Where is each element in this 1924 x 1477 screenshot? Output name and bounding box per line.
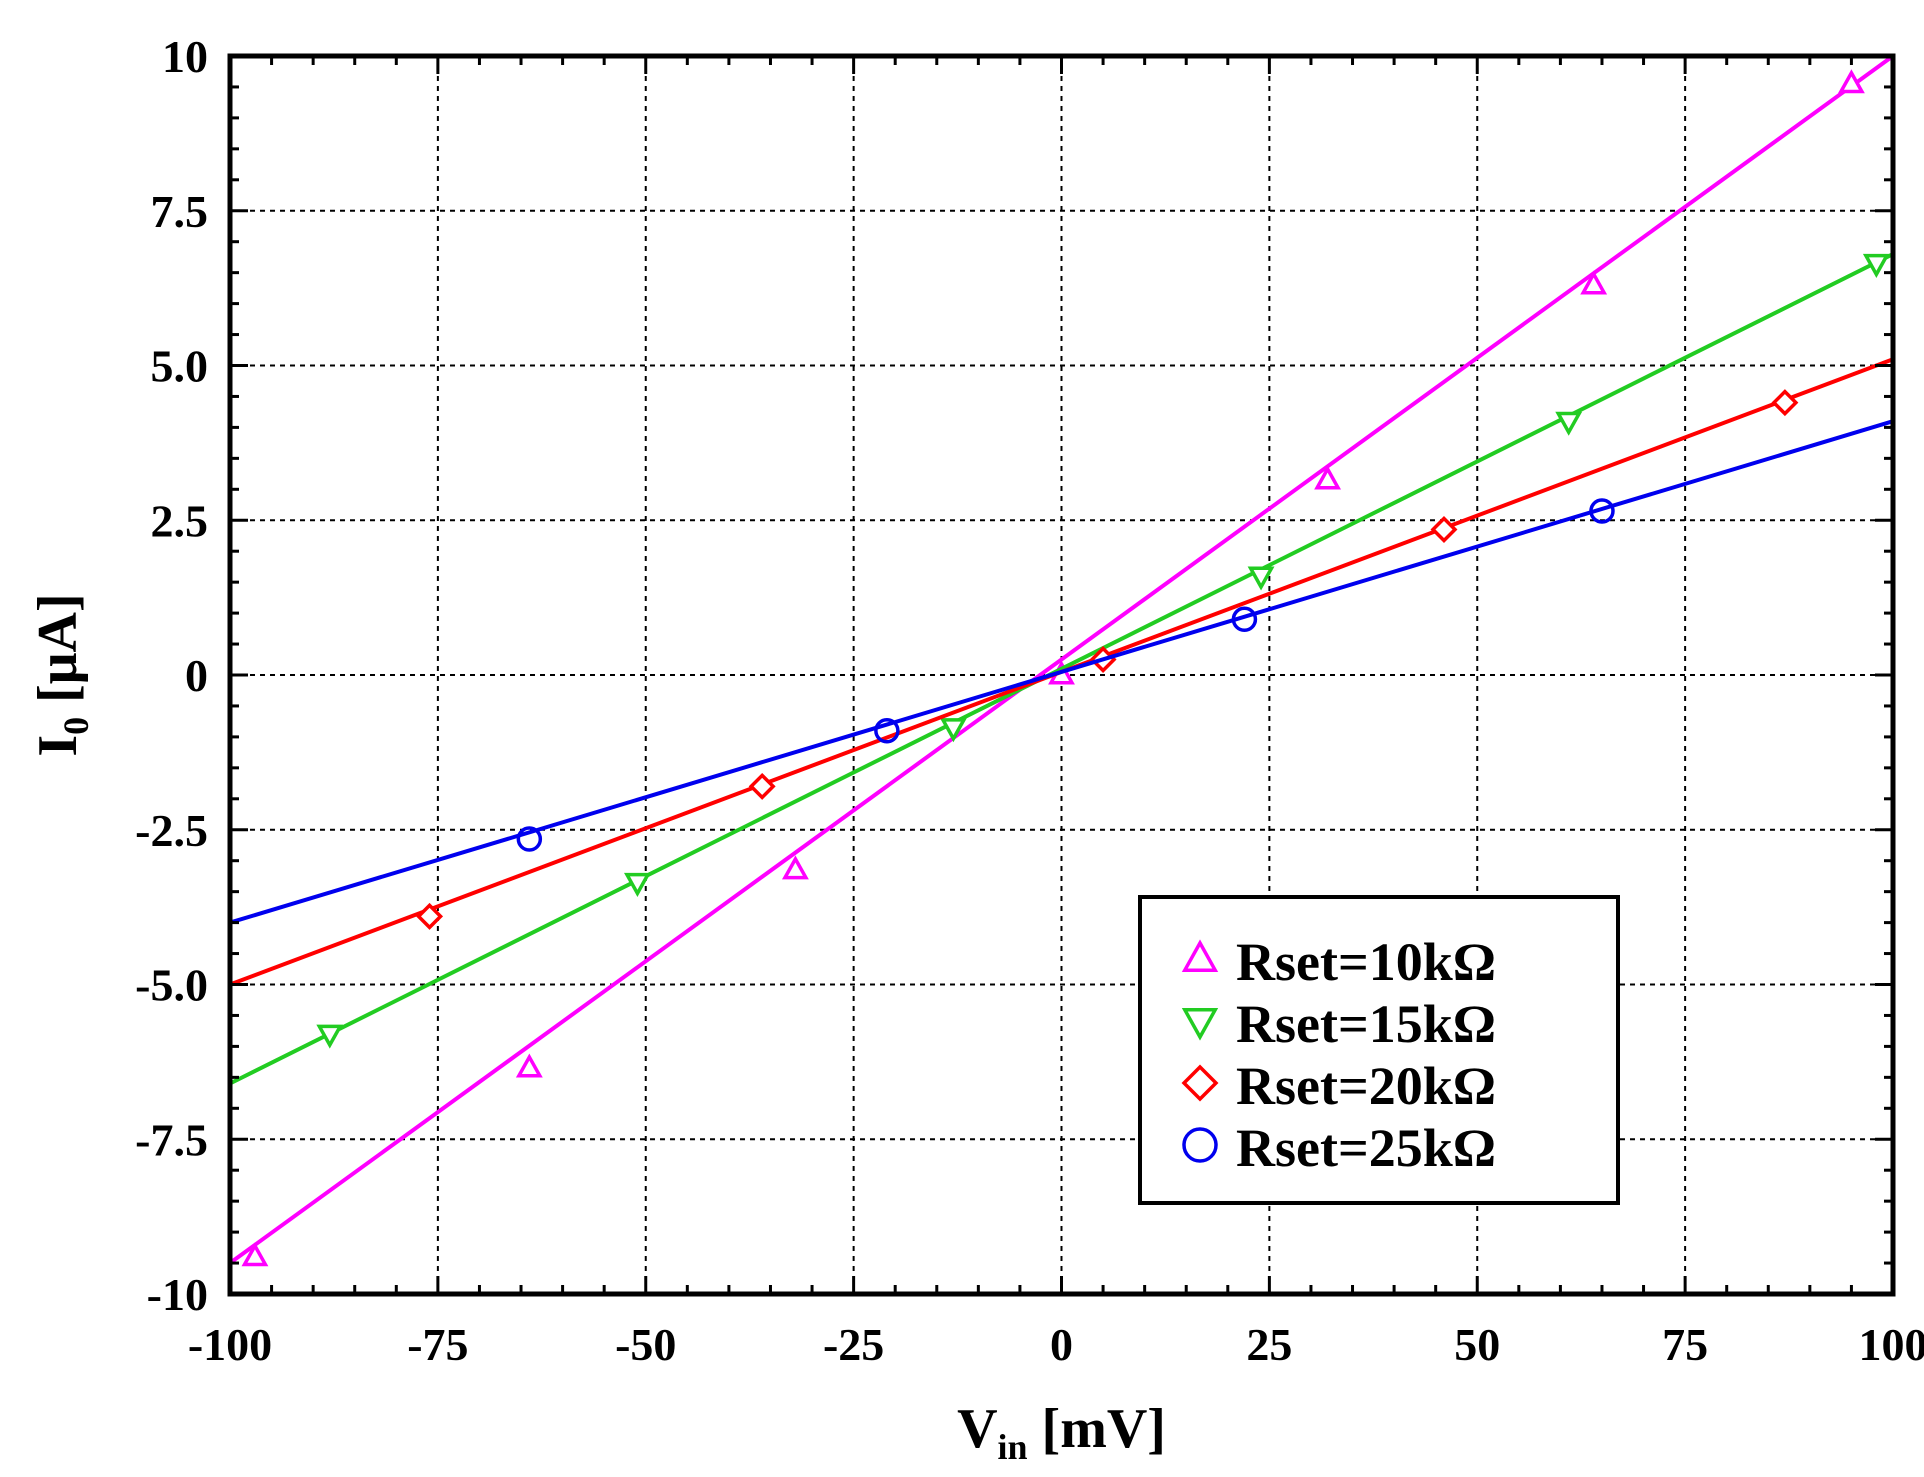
- data-point-marker: [1580, 270, 1608, 295]
- y-tick-label: 7.5: [151, 186, 209, 237]
- data-point-marker: [874, 717, 900, 744]
- data-point-marker: [1247, 566, 1275, 591]
- data-point-marker: [1314, 465, 1342, 490]
- legend-marker: [1182, 1127, 1218, 1163]
- y-tick-label: -7.5: [135, 1114, 208, 1165]
- y-axis-title-sub: 0: [56, 717, 96, 735]
- series-1: [228, 54, 1895, 1267]
- y-axis-title-main: I: [27, 735, 89, 757]
- x-tick-label: -50: [615, 1319, 676, 1370]
- legend-box: [1138, 895, 1620, 1205]
- data-point-marker: [1555, 411, 1583, 436]
- series-line: [229, 252, 1894, 1086]
- y-tick-label: -2.5: [135, 805, 208, 856]
- y-tick-label: 0: [185, 650, 208, 701]
- series-line: [229, 419, 1894, 925]
- data-point-marker: [939, 718, 967, 743]
- y-tick-label: 2.5: [151, 495, 209, 546]
- legend-label: Rset=20kΩ: [1236, 1056, 1496, 1116]
- x-axis-title-sub: in: [998, 1427, 1028, 1467]
- x-tick-label: 50: [1454, 1319, 1500, 1370]
- data-point-marker: [241, 1242, 269, 1267]
- legend-marker: [1181, 1008, 1219, 1041]
- y-tick-label: 5.0: [151, 341, 209, 392]
- x-tick-label: -25: [823, 1319, 884, 1370]
- data-point-marker: [1430, 516, 1458, 544]
- data-point-marker: [515, 1053, 543, 1078]
- y-axis-title: I0 [μA]: [27, 593, 96, 756]
- x-tick-label: 25: [1246, 1319, 1292, 1370]
- x-tick-label: -75: [407, 1319, 468, 1370]
- data-point-marker: [1771, 389, 1799, 417]
- y-tick-label: -5.0: [135, 960, 208, 1011]
- data-point-marker: [516, 826, 543, 852]
- x-tick-label: 100: [1859, 1319, 1924, 1370]
- series-2: [229, 252, 1894, 1086]
- data-point-marker: [316, 1024, 344, 1049]
- ticks: [228, 54, 1895, 1296]
- data-point-marker: [416, 902, 444, 930]
- data-point-marker: [624, 872, 651, 897]
- y-tick-label: 10: [162, 31, 208, 82]
- series-line: [228, 54, 1895, 1265]
- data-point-marker: [1837, 69, 1865, 94]
- x-axis-title-main: V: [957, 1398, 997, 1460]
- legend-label: Rset=10kΩ: [1236, 932, 1496, 992]
- data-point-marker: [748, 772, 776, 800]
- legend-marker: [1181, 1064, 1219, 1102]
- x-axis-title-unit: [mV]: [1028, 1398, 1166, 1460]
- data-point-marker: [781, 855, 809, 880]
- y-tick-label: -10: [147, 1269, 208, 1320]
- data-point-marker: [1231, 606, 1258, 633]
- x-tick-label: 0: [1050, 1319, 1073, 1370]
- data-point-marker: [1862, 253, 1890, 278]
- series-4: [229, 419, 1894, 925]
- legend-label: Rset=25kΩ: [1236, 1118, 1496, 1178]
- x-tick-label: -100: [188, 1319, 272, 1370]
- x-axis-title: Vin [mV]: [957, 1398, 1166, 1467]
- legend-marker: [1181, 939, 1219, 972]
- tick-labels: -100 -75 -50 -25 0 25 50 75 100 10 7.5 5.0 2.5 0 -2.5 -…: [135, 31, 1924, 1370]
- x-tick-label: 75: [1662, 1319, 1708, 1370]
- y-axis-title-unit: [μA]: [27, 593, 89, 716]
- series-group: [228, 54, 1895, 1267]
- legend-label: Rset=15kΩ: [1236, 994, 1496, 1054]
- data-point-marker: [1589, 498, 1615, 524]
